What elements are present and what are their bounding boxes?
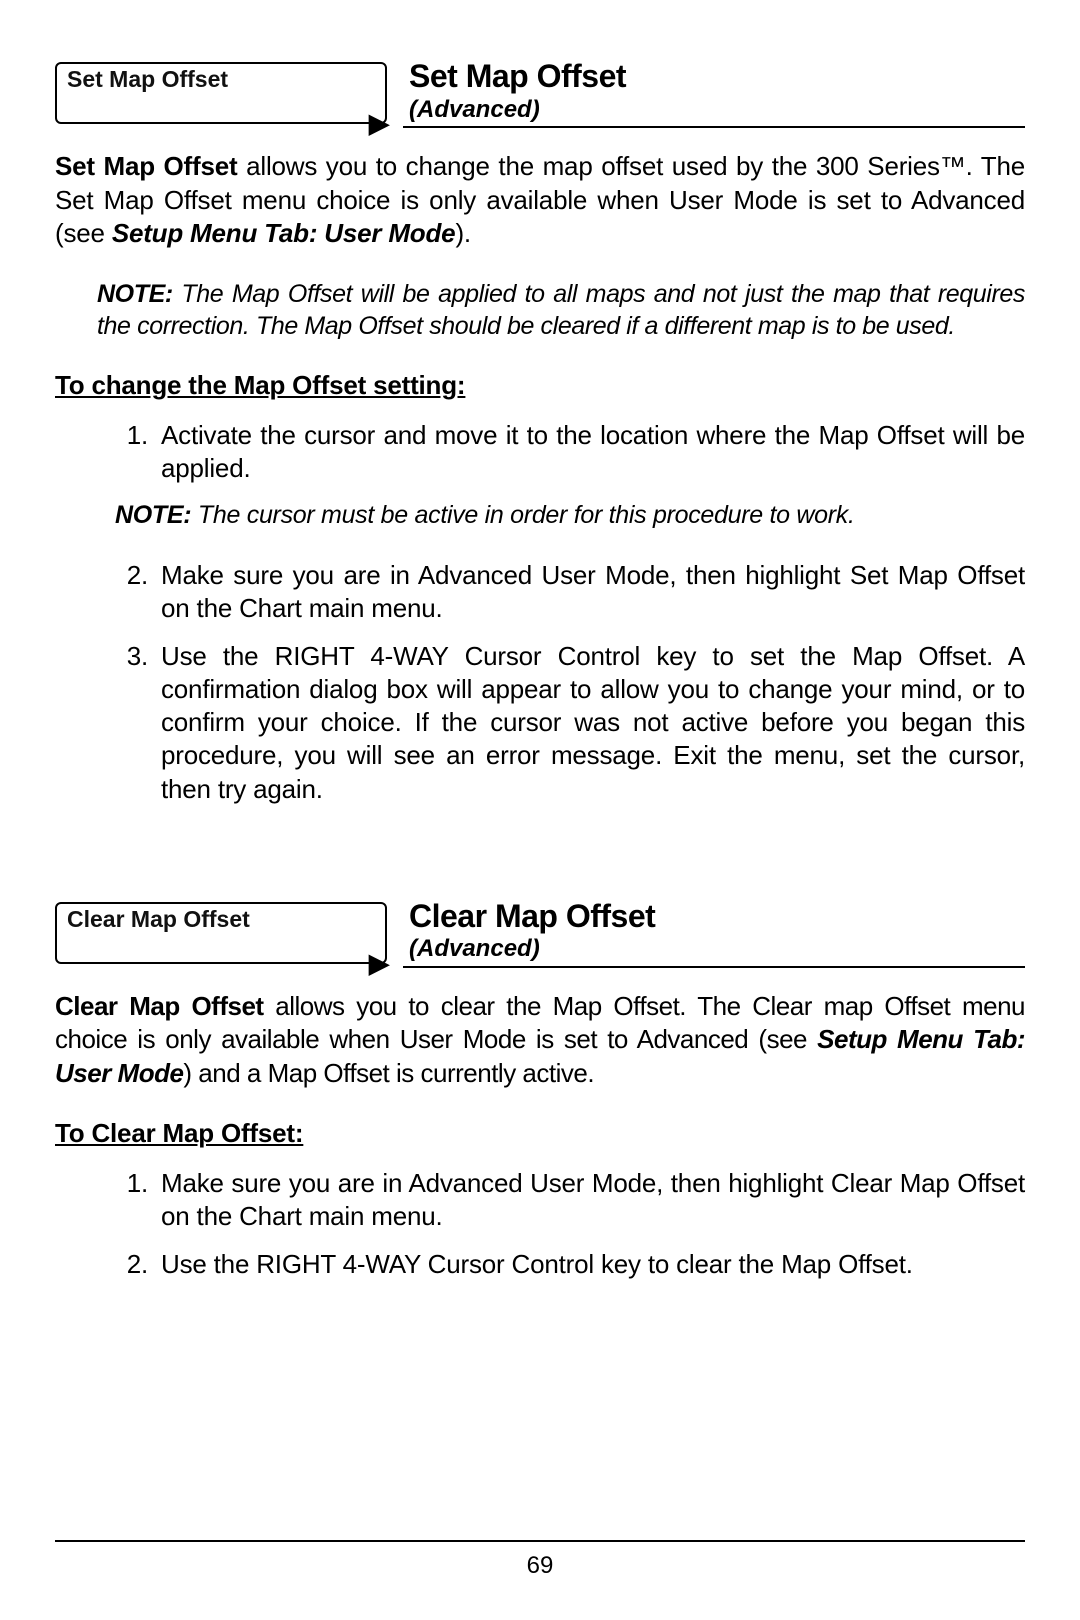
- intro-bold: Clear Map Offset: [55, 991, 264, 1021]
- procedure-heading: To change the Map Offset setting:: [55, 370, 1025, 401]
- procedure-steps-1: Activate the cursor and move it to the l…: [55, 419, 1025, 486]
- intro-tail: ).: [455, 218, 470, 248]
- menu-item-set-map-offset: Set Map Offset ▶: [55, 62, 387, 124]
- section-subtitle: (Advanced): [409, 935, 1025, 964]
- page-number: 69: [527, 1552, 554, 1579]
- note-body: The cursor must be active in order for t…: [191, 501, 854, 529]
- step-item: Use the RIGHT 4-WAY Cursor Control key t…: [155, 1248, 1025, 1281]
- section-title: Clear Map Offset: [409, 900, 1025, 934]
- page-footer: 69: [55, 1540, 1025, 1580]
- step-item: Make sure you are in Advanced User Mode,…: [155, 559, 1025, 626]
- section-title: Set Map Offset: [409, 60, 1025, 94]
- intro-bold: Set Map Offset: [55, 151, 237, 181]
- step-item: Use the RIGHT 4-WAY Cursor Control key t…: [155, 640, 1025, 806]
- menu-item-clear-map-offset: Clear Map Offset ▶: [55, 902, 387, 964]
- page-content: Set Map Offset ▶ Set Map Offset (Advance…: [55, 60, 1025, 1540]
- procedure-steps: Make sure you are in Advanced User Mode,…: [55, 1167, 1025, 1281]
- triangle-right-icon: ▶: [369, 950, 389, 976]
- heading-block: Set Map Offset (Advanced): [403, 60, 1025, 128]
- section-header-set-map-offset: Set Map Offset ▶ Set Map Offset (Advance…: [55, 60, 1025, 128]
- heading-block: Clear Map Offset (Advanced): [403, 900, 1025, 968]
- intro-tail: ) and a Map Offset is currently active.: [183, 1058, 594, 1088]
- procedure-steps-2: Make sure you are in Advanced User Mode,…: [55, 559, 1025, 806]
- note-label: NOTE:: [115, 501, 191, 529]
- intro-paragraph: Set Map Offset allows you to change the …: [55, 150, 1025, 250]
- menu-item-label: Set Map Offset: [67, 66, 228, 92]
- procedure-heading: To Clear Map Offset:: [55, 1118, 1025, 1149]
- intro-paragraph: Clear Map Offset allows you to clear the…: [55, 990, 1025, 1090]
- step-item: Make sure you are in Advanced User Mode,…: [155, 1167, 1025, 1234]
- note-label: NOTE:: [97, 280, 173, 308]
- triangle-right-icon: ▶: [369, 110, 389, 136]
- note-body: The Map Offset will be applied to all ma…: [97, 280, 1025, 340]
- intro-reference: Setup Menu Tab: User Mode: [112, 218, 456, 248]
- manual-page: Set Map Offset ▶ Set Map Offset (Advance…: [0, 0, 1080, 1620]
- section-header-clear-map-offset: Clear Map Offset ▶ Clear Map Offset (Adv…: [55, 900, 1025, 968]
- note-paragraph: NOTE: The Map Offset will be applied to …: [97, 278, 1025, 342]
- section-subtitle: (Advanced): [409, 96, 1025, 125]
- note-paragraph-inline: NOTE: The cursor must be active in order…: [115, 500, 1025, 531]
- step-item: Activate the cursor and move it to the l…: [155, 419, 1025, 486]
- menu-item-label: Clear Map Offset: [67, 906, 250, 932]
- section-spacer: [55, 834, 1025, 900]
